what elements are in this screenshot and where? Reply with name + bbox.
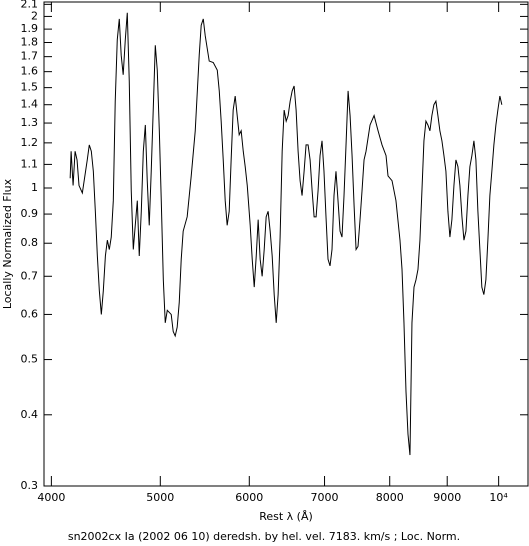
x-tick-label: 7000 (311, 491, 339, 504)
x-tick-label: 5000 (146, 491, 174, 504)
y-tick-label: 1.6 (21, 65, 39, 78)
x-tick-label: 9000 (433, 491, 461, 504)
y-tick-label: 0.6 (21, 307, 39, 320)
y-tick-label: 1.5 (21, 81, 39, 94)
y-tick-label: 1.7 (21, 50, 39, 63)
y-tick-label: 0.3 (21, 479, 39, 492)
plot-frame (43, 1, 529, 487)
y-axis-label: Locally Normalized Flux (1, 178, 14, 309)
x-tick-label: 6000 (235, 491, 263, 504)
y-tick-label: 0.7 (21, 269, 39, 282)
x-tick-label: 10⁴ (489, 491, 508, 504)
x-axis-label: Rest λ (Å) (259, 510, 313, 523)
y-tick-label: 1.4 (21, 98, 39, 111)
spectrum-line (69, 12, 503, 456)
y-tick-label: 0.8 (21, 236, 39, 249)
y-tick-label: 2.1 (21, 0, 39, 10)
y-tick-label: 0.5 (21, 353, 39, 366)
chart-title: sn2002cx Ia (2002 06 10) deredsh. by hel… (68, 530, 460, 543)
x-tick-label: 4000 (37, 491, 65, 504)
y-tick-label: 0.9 (21, 207, 39, 220)
y-tick-label: 2 (31, 9, 38, 22)
y-tick-label: 1.1 (21, 157, 39, 170)
y-tick-label: 1.2 (21, 136, 39, 149)
y-tick-label: 1.9 (21, 22, 39, 35)
y-tick-label: 0.4 (21, 408, 39, 421)
y-tick-label: 1 (31, 181, 38, 194)
y-tick-label: 1.8 (21, 36, 39, 49)
y-tick-label: 1.3 (21, 116, 39, 129)
x-tick-label: 8000 (376, 491, 404, 504)
